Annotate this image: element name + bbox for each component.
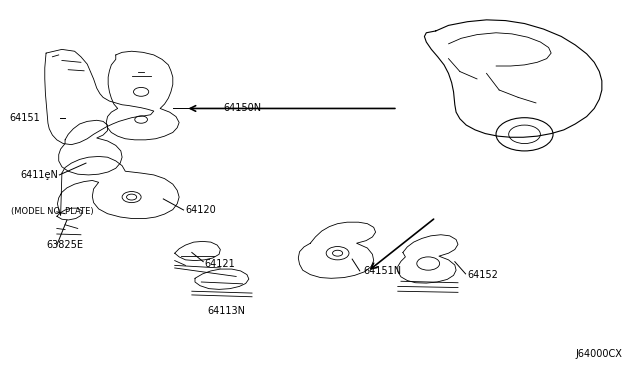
Text: 64152: 64152: [467, 270, 499, 280]
Text: (MODEL NO. PLATE): (MODEL NO. PLATE): [11, 207, 94, 217]
Text: 64120: 64120: [186, 205, 216, 215]
Text: 64151N: 64151N: [363, 266, 401, 276]
Text: 64121: 64121: [205, 259, 236, 269]
Text: J64000CX: J64000CX: [576, 349, 623, 359]
Text: 64150N: 64150N: [223, 103, 262, 113]
Text: 63825E: 63825E: [46, 240, 83, 250]
Text: 6411ȩN: 6411ȩN: [21, 170, 59, 180]
Text: 64113N: 64113N: [207, 306, 246, 316]
Text: 64151: 64151: [9, 113, 40, 123]
